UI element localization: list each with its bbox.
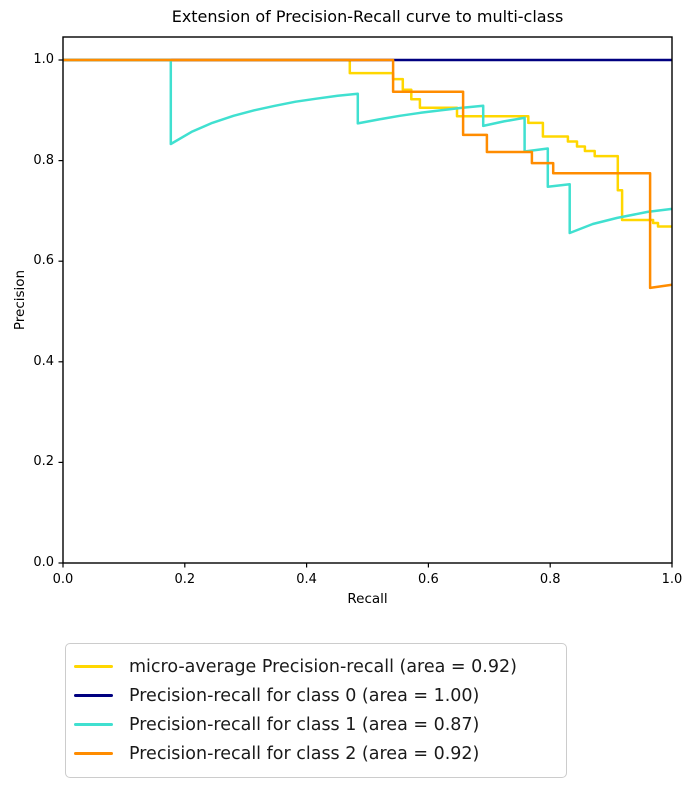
legend-item-class-2: Precision-recall for class 2 (area = 0.9… [66, 739, 566, 768]
x-tick-label: 1.0 [661, 572, 683, 587]
legend-line-sample-icon [74, 723, 113, 726]
x-axis-label: Recall [347, 591, 388, 607]
legend-item-class-1: Precision-recall for class 1 (area = 0.8… [66, 710, 566, 739]
plot-area [58, 36, 673, 568]
plot-spines [62, 36, 673, 564]
y-tick-label: 1.0 [33, 52, 54, 67]
pr-curve-micro-average [63, 58, 672, 228]
x-tick-label: 0.8 [539, 572, 561, 587]
x-tick-label: 0.2 [174, 572, 196, 587]
legend-line-sample-icon [74, 665, 113, 668]
legend-line-sample-icon [74, 752, 113, 755]
pr-curve-class-2 [63, 58, 673, 290]
x-tick-label: 0.4 [296, 572, 317, 587]
legend-label: Precision-recall for class 1 (area = 0.8… [129, 714, 480, 735]
legend-line-sample-icon [74, 694, 113, 697]
y-tick-label: 0.6 [33, 253, 54, 269]
chart-title: Extension of Precision-Recall curve to m… [171, 7, 564, 26]
x-tick-label: 0.0 [52, 572, 74, 587]
y-axis-label: Precision [12, 269, 28, 331]
x-tick-label: 0.6 [418, 572, 439, 587]
y-tick-label: 0.8 [33, 152, 54, 168]
legend-label: Precision-recall for class 0 (area = 1.0… [129, 685, 480, 706]
pr-curve-class-1 [63, 58, 673, 235]
legend-box: micro-average Precision-recall (area = 0… [65, 643, 567, 778]
legend-item-class-0: Precision-recall for class 0 (area = 1.0… [66, 681, 566, 710]
y-tick-label: 0.4 [33, 353, 54, 369]
y-tick-label: 0.0 [33, 555, 54, 570]
y-tick-label: 0.2 [33, 454, 54, 470]
legend-label: Precision-recall for class 2 (area = 0.9… [129, 743, 480, 764]
legend-label: micro-average Precision-recall (area = 0… [129, 656, 517, 677]
legend-item-micro-average: micro-average Precision-recall (area = 0… [66, 652, 566, 681]
